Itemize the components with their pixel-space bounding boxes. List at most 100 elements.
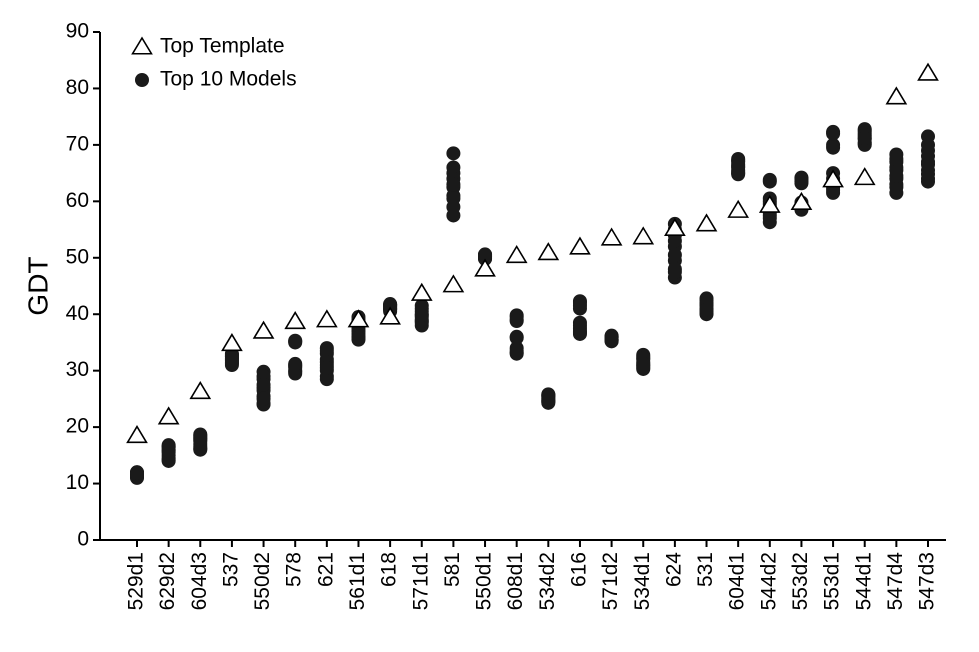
legend-marker: [131, 36, 153, 55]
x-tick-label: 544d2: [757, 552, 780, 610]
y-tick-label: 70: [66, 132, 89, 155]
model-marker: [699, 302, 714, 317]
model-marker: [921, 137, 935, 152]
template-marker: [853, 167, 876, 186]
template-marker: [315, 309, 338, 328]
model-marker: [636, 356, 651, 371]
y-tick-label: 40: [66, 302, 89, 325]
template-marker: [347, 309, 370, 328]
y-tick-label: 80: [66, 76, 89, 99]
x-tick-label: 608d1: [504, 552, 527, 610]
model-marker: [667, 233, 682, 248]
x-tick-label: 624: [662, 552, 685, 587]
template-marker: [632, 226, 655, 245]
x-tick-label: 547d3: [916, 552, 939, 610]
x-tick-label: 550d2: [251, 552, 274, 610]
model-marker: [414, 308, 429, 323]
x-tick-label: 629d2: [156, 552, 179, 610]
y-axis-label: GDT: [22, 256, 53, 315]
x-tick-label: 553d1: [821, 552, 844, 610]
template-marker: [695, 213, 718, 232]
model-marker: [889, 168, 904, 183]
x-tick-label: 571d1: [409, 552, 432, 610]
model-marker: [667, 247, 682, 262]
model-marker: [446, 208, 461, 223]
model-marker: [794, 176, 809, 191]
model-marker: [572, 325, 587, 340]
template-marker: [758, 194, 781, 213]
model-marker: [224, 353, 239, 368]
y-tick-label: 30: [66, 358, 89, 381]
model-marker: [921, 167, 935, 182]
x-tick-label: 618: [378, 552, 401, 587]
y-tick-label: 60: [66, 189, 89, 212]
x-tick-label: 578: [283, 552, 306, 587]
x-tick-label: 529d1: [125, 552, 148, 610]
template-marker: [885, 86, 908, 105]
model-marker: [130, 465, 144, 480]
template-marker: [790, 191, 813, 211]
x-tick-label: 550d1: [473, 552, 496, 610]
x-tick-label: 534d2: [536, 552, 559, 610]
x-tick-label: 621: [314, 552, 337, 587]
model-marker: [604, 330, 619, 345]
x-tick-label: 561d1: [346, 552, 369, 610]
model-marker: [319, 372, 334, 387]
model-marker: [478, 247, 493, 262]
template-marker: [537, 242, 560, 261]
model-marker: [921, 157, 935, 172]
x-tick-label: 581: [441, 552, 464, 587]
x-tick-label: 537: [219, 552, 242, 587]
model-marker: [351, 330, 366, 345]
x-tick-label: 604d3: [188, 552, 211, 610]
template-marker: [410, 282, 433, 301]
template-marker: [284, 311, 307, 330]
model-marker: [826, 140, 841, 155]
template-marker: [822, 169, 844, 188]
model-marker: [667, 264, 682, 279]
template-marker: [442, 274, 465, 293]
model-marker: [193, 430, 208, 445]
template-marker: [727, 199, 750, 218]
model-marker: [826, 126, 841, 141]
model-marker: [288, 333, 303, 348]
legend-marker: [135, 73, 149, 87]
template-marker: [505, 244, 528, 264]
model-marker: [509, 345, 524, 360]
template-marker: [126, 425, 148, 444]
model-marker: [572, 315, 587, 330]
x-tick-label: 544d1: [852, 552, 875, 610]
model-marker: [541, 394, 556, 409]
template-marker: [379, 306, 401, 325]
model-marker: [731, 164, 746, 179]
y-tick-label: 20: [66, 415, 89, 438]
x-tick-label: 604d1: [726, 552, 749, 610]
model-marker: [857, 131, 872, 146]
model-marker: [319, 360, 334, 375]
y-tick-label: 10: [66, 471, 89, 494]
template-marker: [221, 333, 243, 352]
model-marker: [256, 377, 271, 392]
template-marker: [189, 380, 212, 400]
model-marker: [762, 174, 777, 189]
template-marker: [664, 217, 686, 236]
model-marker: [509, 313, 524, 328]
x-tick-label: 553d2: [789, 552, 812, 610]
template-marker: [569, 236, 591, 255]
model-marker: [161, 443, 176, 458]
template-marker: [917, 62, 939, 81]
model-marker: [256, 391, 271, 406]
x-tick-label: 616: [568, 552, 591, 587]
x-tick-label: 571d2: [599, 552, 622, 610]
legend-label: Top 10 Models: [160, 68, 297, 91]
model-marker: [762, 211, 777, 226]
template-marker: [600, 227, 623, 246]
model-marker: [509, 330, 524, 345]
y-tick-label: 50: [66, 245, 89, 268]
template-marker: [157, 406, 180, 425]
x-tick-label: 534d1: [631, 552, 654, 610]
model-marker: [288, 356, 303, 371]
model-marker: [889, 152, 904, 166]
